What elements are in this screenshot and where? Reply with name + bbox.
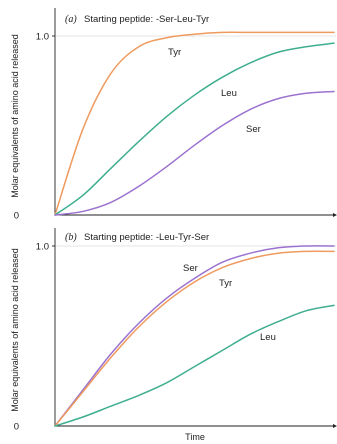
- panel-b-series-line-tyr: [54, 250, 335, 427]
- panel-a-series-group: [54, 31, 335, 216]
- panel-a-x-axis-arrow: [333, 213, 337, 217]
- panel-a-ytick-top: 1.0: [36, 32, 49, 43]
- panel-a-ytick-bottom: 0: [14, 211, 19, 222]
- panel-b-ytick-bottom: 0: [14, 422, 19, 433]
- panel-a-series-line-ser: [54, 90, 335, 216]
- panel-b-y-axis-label: Molar equivalents of amino acid released: [10, 248, 20, 412]
- panel-b-series-label-ser: Ser: [183, 263, 198, 274]
- panel-b-title: Starting peptide: -Leu-Tyr-Ser: [84, 232, 209, 243]
- panel-a-y-axis-label: Molar equivalents of amino acid released: [10, 34, 20, 198]
- panel-a-series-line-leu: [54, 42, 335, 216]
- panel-b-x-axis-arrow: [333, 424, 337, 428]
- panel-b-series-label-leu: Leu: [260, 332, 276, 343]
- panel-b: 1.0 0 (b) Starting peptide: -Leu-Tyr-Ser…: [10, 228, 337, 442]
- panel-b-series-label-tyr: Tyr: [219, 278, 232, 289]
- panel-b-panel-tag: (b): [65, 232, 77, 243]
- panel-b-x-axis-label: Time: [185, 432, 205, 442]
- panel-b-series-group: [54, 245, 335, 427]
- panel-a-panel-tag: (a): [65, 14, 77, 25]
- panel-b-series-line-leu: [54, 304, 335, 427]
- panel-a-series-label-tyr: Tyr: [168, 47, 181, 58]
- panel-a-series-label-leu: Leu: [221, 88, 237, 99]
- panel-a-series-label-ser: Ser: [246, 124, 261, 135]
- panel-a-series-line-tyr: [54, 31, 335, 216]
- panel-a-title: Starting peptide: -Ser-Leu-Tyr: [84, 14, 209, 25]
- panel-b-ytick-top: 1.0: [36, 242, 49, 253]
- panel-a: 1.0 0 (a) Starting peptide: -Ser-Leu-Tyr…: [10, 8, 337, 222]
- panel-b-series-line-ser: [54, 245, 335, 427]
